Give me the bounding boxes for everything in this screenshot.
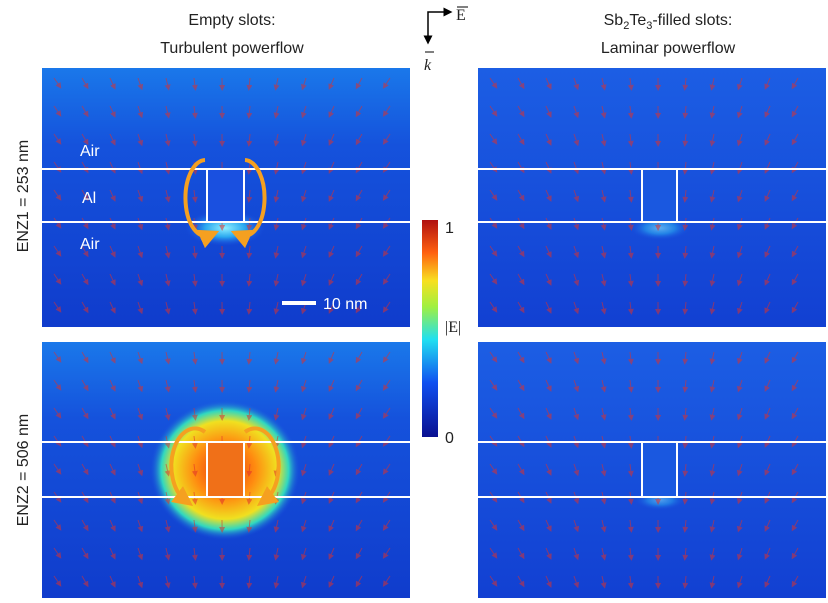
- column-title: Sb2Te3-filled slots:: [604, 12, 733, 32]
- k-symbol: k: [424, 57, 432, 74]
- colorbar: [422, 220, 438, 437]
- row-label: ENZ1 = 253 nm: [15, 140, 32, 253]
- material-label: Air: [80, 236, 100, 253]
- material-label: Al: [82, 190, 96, 207]
- colorbar-max: 1: [445, 220, 454, 237]
- colorbar-min: 0: [445, 430, 454, 447]
- material-label: Air: [80, 143, 100, 160]
- orientation-legend: E k: [424, 7, 468, 74]
- column-title: Laminar powerflow: [601, 40, 736, 57]
- scale-label: 10 nm: [323, 296, 367, 313]
- column-title: Turbulent powerflow: [160, 40, 304, 57]
- column-title: Empty slots:: [188, 12, 275, 29]
- colorbar-label: |E|: [445, 319, 461, 336]
- row-label: ENZ2 = 506 nm: [15, 414, 32, 527]
- e-symbol: E: [456, 7, 466, 24]
